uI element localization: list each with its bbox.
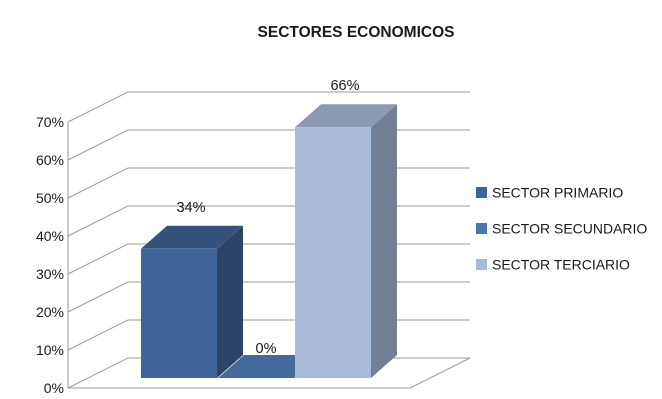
y-tick-label: 0% <box>44 380 64 396</box>
legend-item: SECTOR SECUNDARIO <box>476 221 647 237</box>
bar-top <box>295 104 397 128</box>
floor-outline <box>67 357 471 389</box>
gridline <box>67 281 470 313</box>
chart-floor <box>67 357 471 389</box>
y-tick-label: 20% <box>36 304 64 320</box>
legend-item: SECTOR TERCIARIO <box>476 257 630 273</box>
legend-swatch <box>476 223 487 234</box>
y-axis-ticks: 0% 10% 20% 30% 40% 50% 60% 70% <box>36 114 64 396</box>
y-tick-label: 30% <box>36 266 64 282</box>
gridline <box>67 129 470 161</box>
legend: SECTOR PRIMARIO SECTOR SECUNDARIO SECTOR T… <box>476 185 647 273</box>
legend-label: SECTOR SECUNDARIO <box>492 221 647 237</box>
data-label: 66% <box>330 78 359 94</box>
bar-1 <box>141 225 243 378</box>
gridlines <box>67 91 470 388</box>
chart-title: SECTORES ECONOMICOS <box>258 24 455 41</box>
legend-swatch <box>476 187 487 198</box>
bar-2 <box>218 355 320 378</box>
y-tick-label: 50% <box>36 190 64 206</box>
gridline <box>67 91 470 123</box>
legend-swatch <box>476 259 487 270</box>
bar-top <box>218 355 320 378</box>
bar-top <box>141 225 243 249</box>
data-label: 0% <box>256 341 277 357</box>
legend-label: SECTOR TERCIARIO <box>492 257 630 273</box>
bar-front <box>295 127 371 378</box>
gridline <box>67 167 470 199</box>
y-tick-label: 40% <box>36 228 64 244</box>
bars <box>141 104 397 378</box>
data-label: 34% <box>176 200 205 216</box>
bar-front <box>141 248 217 378</box>
bar-side <box>217 225 243 378</box>
data-labels: 34% 0% 66% <box>176 78 359 357</box>
legend-item: SECTOR PRIMARIO <box>476 185 623 201</box>
gridline <box>67 205 470 237</box>
bar-3 <box>295 104 397 378</box>
gridline <box>67 243 470 275</box>
bar-side <box>371 104 397 378</box>
legend-label: SECTOR PRIMARIO <box>492 185 623 201</box>
y-tick-label: 10% <box>36 342 64 358</box>
y-tick-label: 70% <box>36 114 64 130</box>
y-tick-label: 60% <box>36 152 64 168</box>
